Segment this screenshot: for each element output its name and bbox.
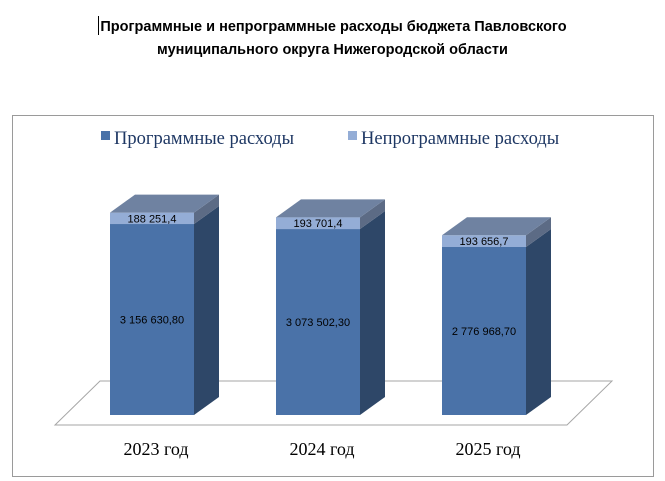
bar-front xyxy=(276,229,360,415)
bar-side xyxy=(526,217,551,247)
chart-title-line1: Программные и непрограммные расходы бюдж… xyxy=(100,19,567,35)
legend-label: Непрограммные расходы xyxy=(361,129,559,149)
bar-front xyxy=(110,224,194,415)
bar-top xyxy=(276,199,385,218)
legend-label: Программные расходы xyxy=(114,129,294,149)
data-label: 2 776 968,70 xyxy=(452,326,516,338)
bar-side xyxy=(194,194,219,225)
bar-side xyxy=(194,206,219,415)
data-label: 3 073 502,30 xyxy=(286,317,350,329)
data-label: 193 701,4 xyxy=(294,218,343,230)
data-label: 3 156 630,80 xyxy=(120,315,184,327)
data-label: 193 656,7 xyxy=(460,236,509,248)
bar-front xyxy=(276,217,360,230)
bar-front xyxy=(442,246,526,415)
bar-top xyxy=(442,217,551,236)
bar-side xyxy=(360,211,385,415)
data-label: 188 251,4 xyxy=(128,213,177,225)
chart-title-line2: муниципального округа Нижегородской обла… xyxy=(157,42,508,58)
chart-frame xyxy=(12,115,654,477)
category-label: 2025 год xyxy=(455,439,520,459)
chart-title: Программные и непрограммные расходы бюдж… xyxy=(0,16,665,62)
bar-front xyxy=(110,212,194,225)
bar-side xyxy=(360,199,385,230)
legend-swatch xyxy=(348,131,357,140)
legend-swatch xyxy=(101,131,110,140)
bar-side xyxy=(526,228,551,415)
bar-front xyxy=(442,235,526,247)
text-cursor xyxy=(98,16,100,35)
bar-top xyxy=(110,194,219,213)
category-label: 2023 год xyxy=(123,439,188,459)
category-label: 2024 год xyxy=(289,439,354,459)
